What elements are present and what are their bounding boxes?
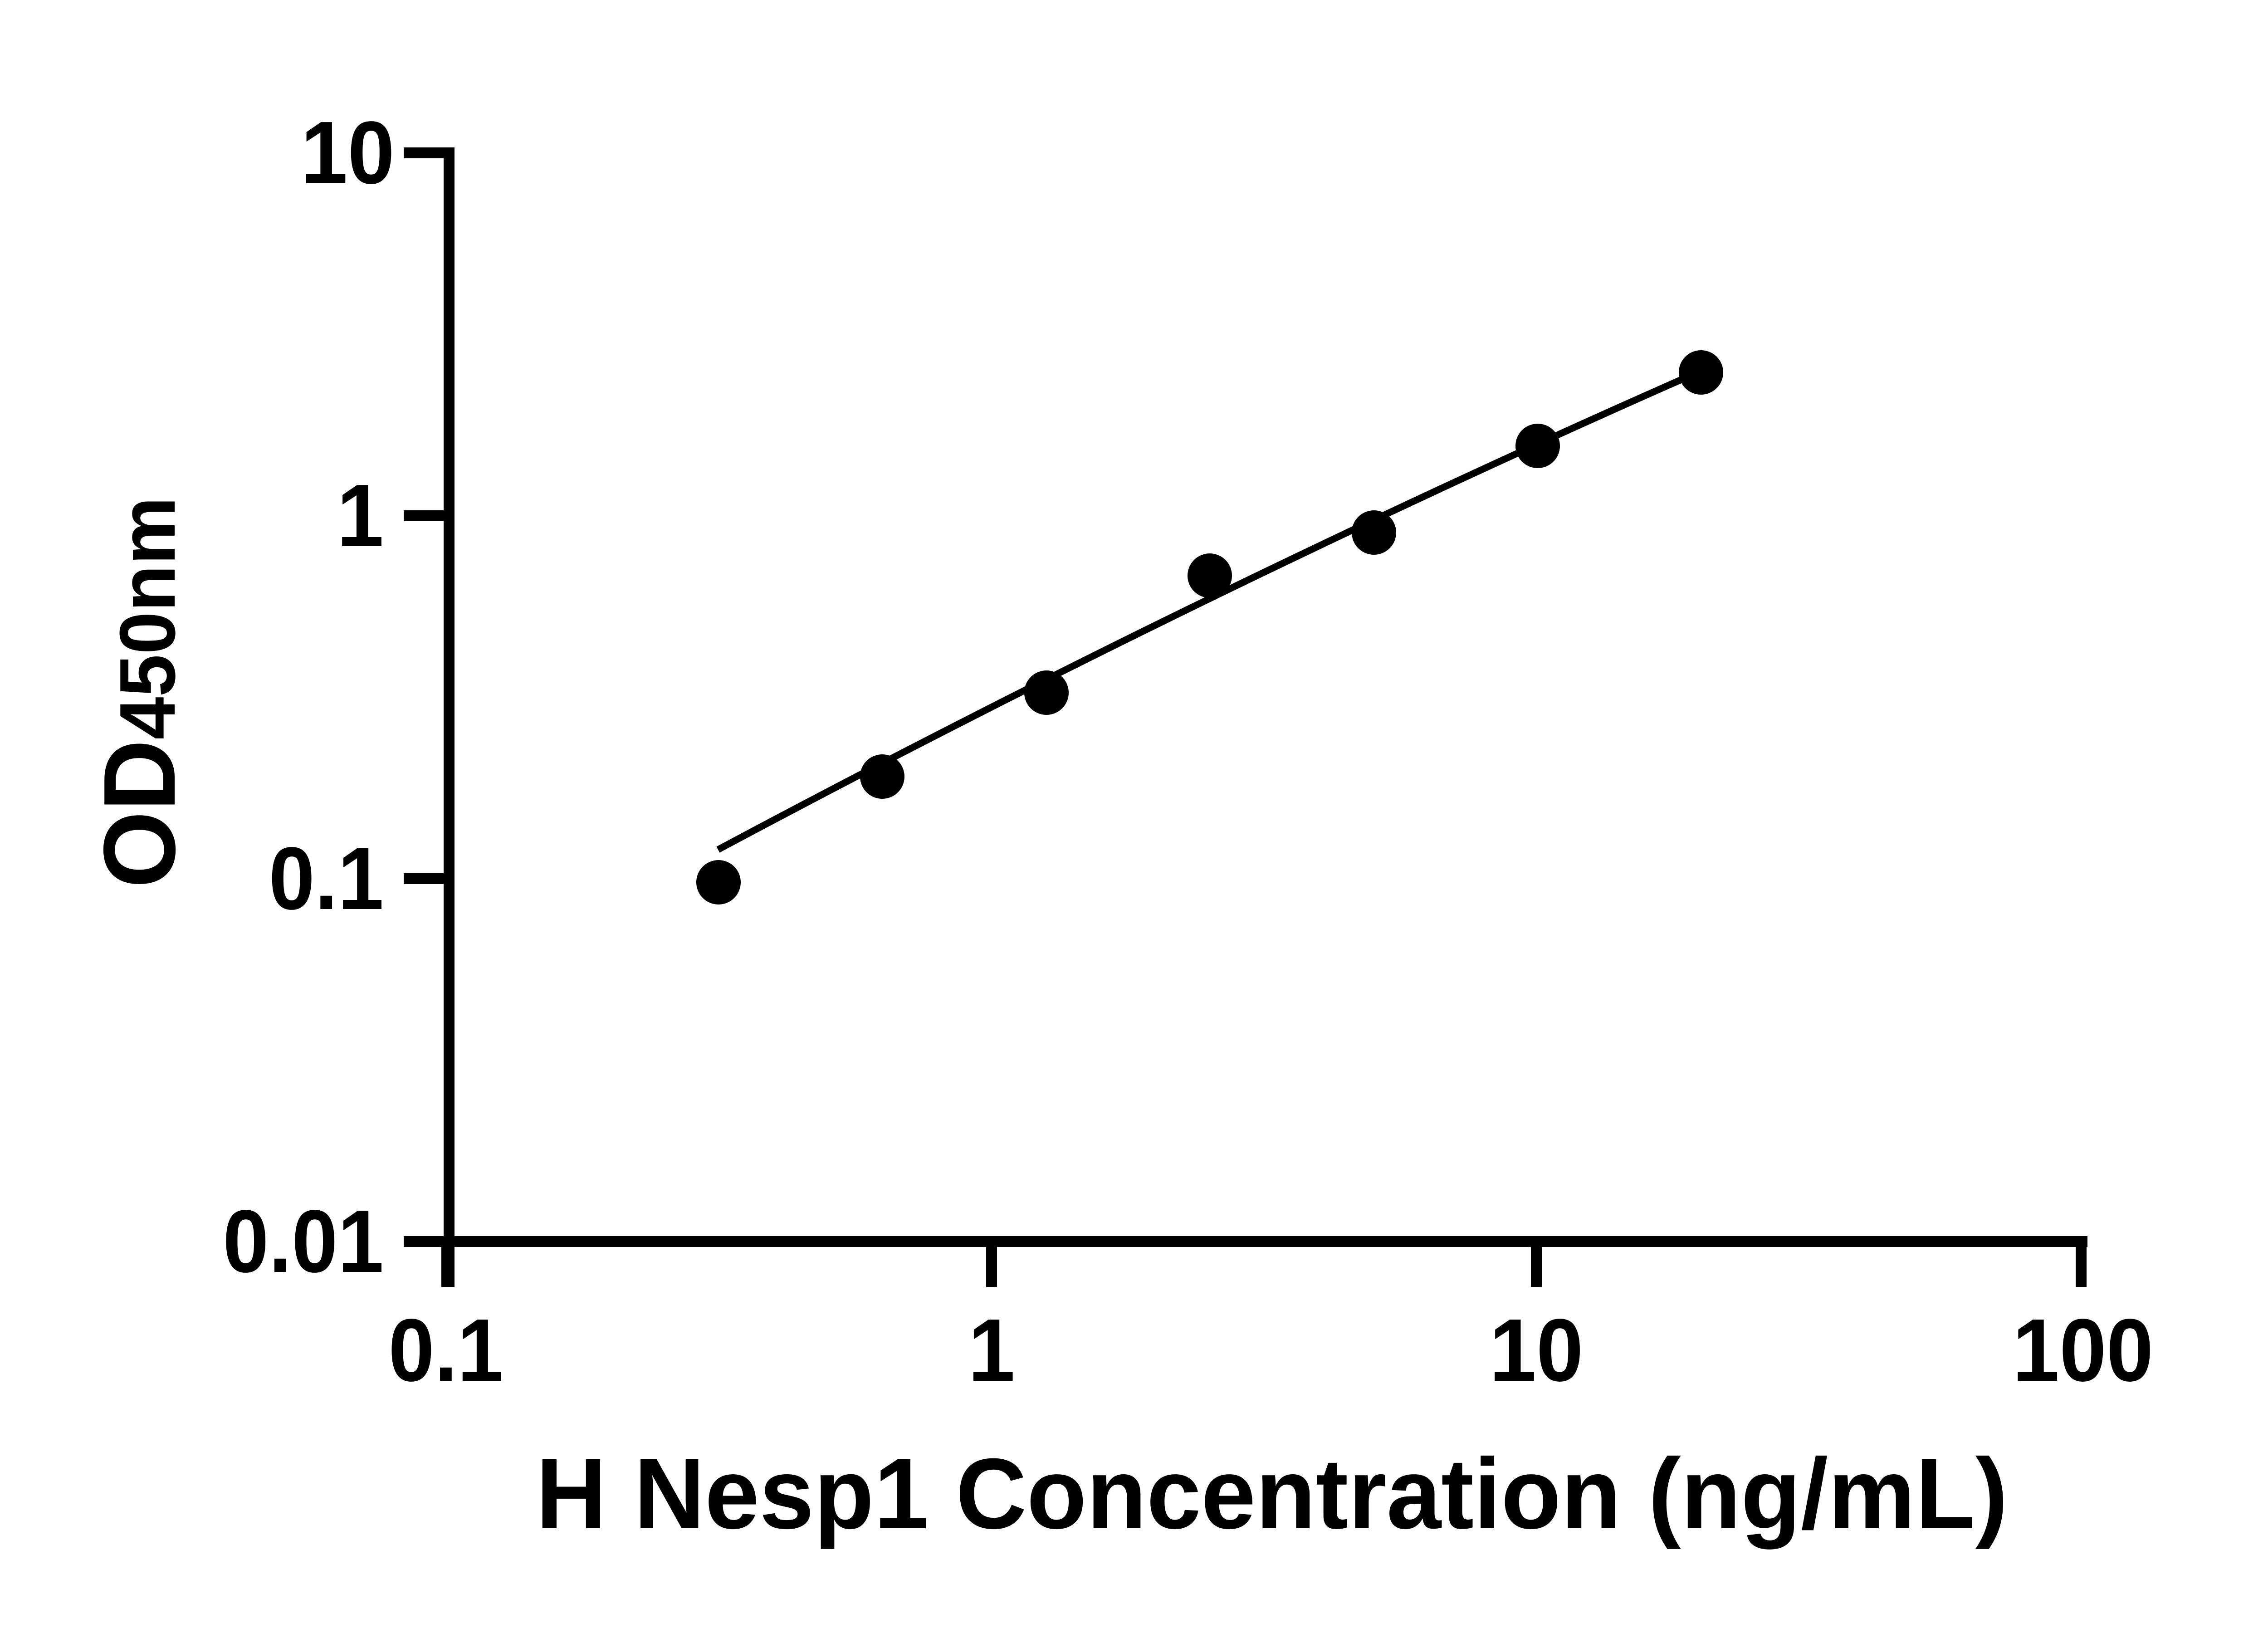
svg-text:10: 10: [1489, 1301, 1583, 1400]
svg-text:100: 100: [2013, 1301, 2154, 1400]
svg-text:10: 10: [301, 103, 395, 202]
svg-text:1: 1: [968, 1301, 1015, 1400]
svg-text:H Nesp1 Concentration (ng/mL): H Nesp1 Concentration (ng/mL): [536, 1438, 2008, 1550]
svg-text:0.01: 0.01: [223, 1192, 384, 1291]
svg-text:0.1: 0.1: [269, 829, 384, 929]
svg-text:1: 1: [337, 466, 384, 565]
svg-text:0.1: 0.1: [388, 1301, 503, 1400]
svg-text:OD450nm: OD450nm: [82, 497, 196, 888]
